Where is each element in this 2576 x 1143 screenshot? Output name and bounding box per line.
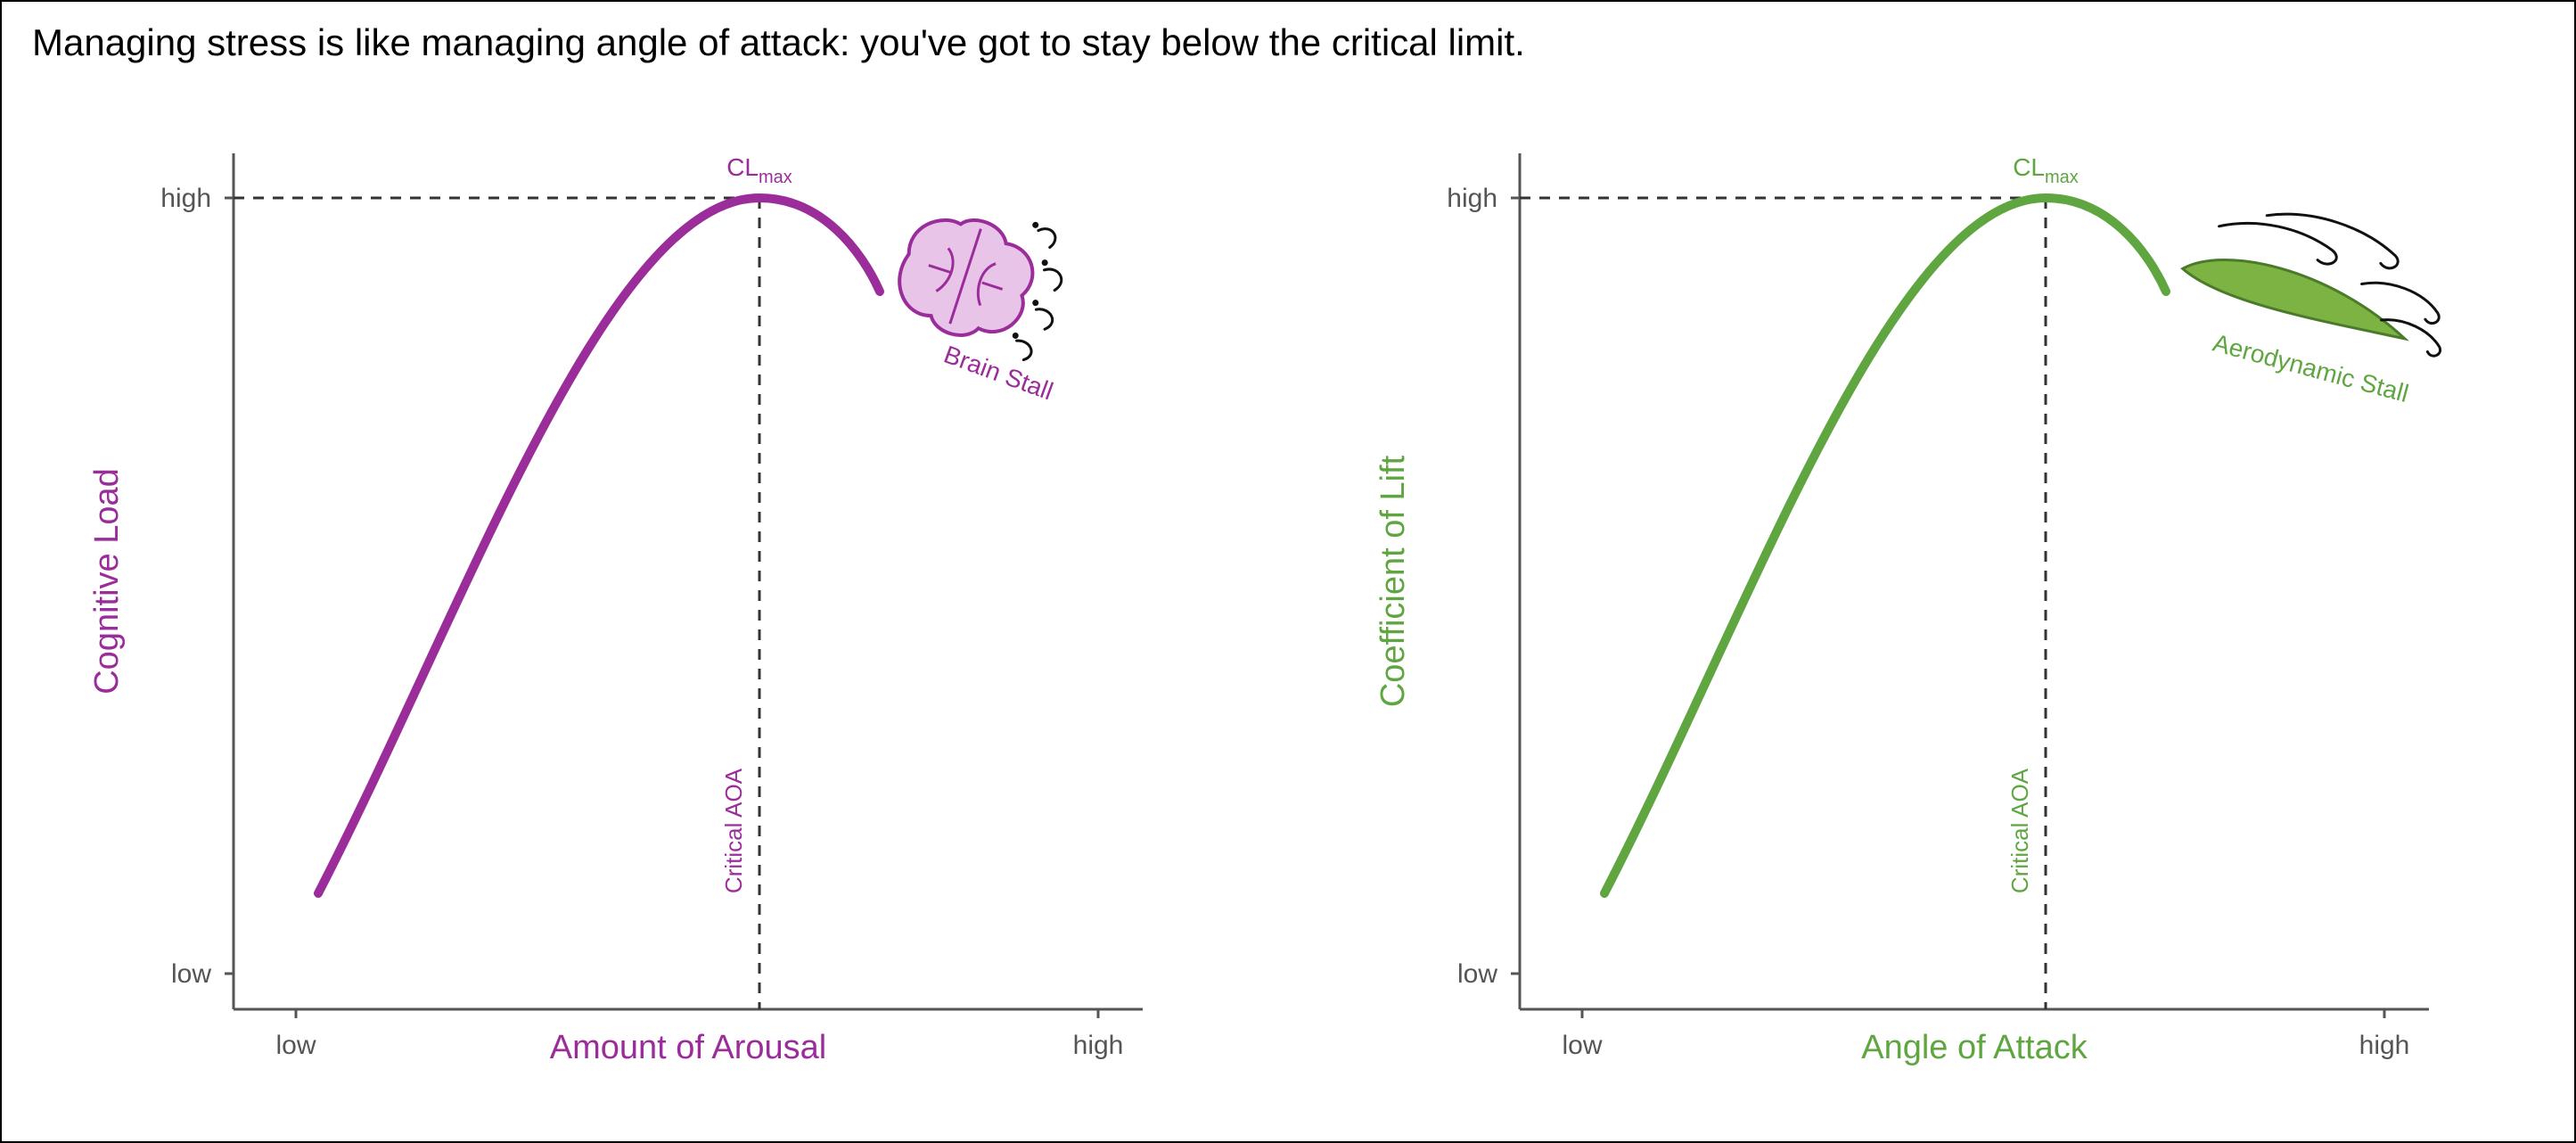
y-axis-label: Cognitive Load [88, 468, 126, 695]
x-low-label: low [275, 1031, 316, 1060]
x-high-label: high [2359, 1031, 2410, 1060]
stall-label: Aerodynamic Stall [2210, 329, 2411, 407]
diagram-frame: Managing stress is like managing angle o… [0, 0, 2576, 1143]
dashed-guides [234, 198, 759, 1009]
right-chart: high low low high Angle of Attack Coeffi… [1288, 118, 2574, 1141]
x-axis-label: Angle of Attack [1861, 1029, 2088, 1066]
brain-icon [886, 188, 1079, 365]
y-low-label: low [1457, 959, 1497, 989]
critical-label: Critical AOA [2006, 768, 2033, 893]
diagram-title: Managing stress is like managing angle o… [32, 21, 1525, 64]
dashed-guides [1520, 198, 2046, 1009]
lift-curve [318, 198, 880, 893]
x-low-label: low [1562, 1031, 1602, 1060]
left-chart: high low low high Amount of Arousal Cogn… [2, 118, 1288, 1141]
critical-label: Critical AOA [720, 768, 747, 893]
peak-label: CLmax [726, 153, 792, 187]
y-high-label: high [160, 184, 211, 213]
x-high-label: high [1073, 1031, 1124, 1060]
y-high-label: high [1447, 184, 1497, 213]
y-axis-label: Coefficient of Lift [1374, 455, 1412, 707]
peak-label: CLmax [2013, 153, 2079, 187]
lift-curve [1604, 198, 2166, 893]
charts-row: high low low high Amount of Arousal Cogn… [2, 118, 2574, 1141]
stall-label: Brain Stall [940, 341, 1057, 406]
y-low-label: low [171, 959, 211, 989]
x-axis-label: Amount of Arousal [550, 1029, 827, 1066]
